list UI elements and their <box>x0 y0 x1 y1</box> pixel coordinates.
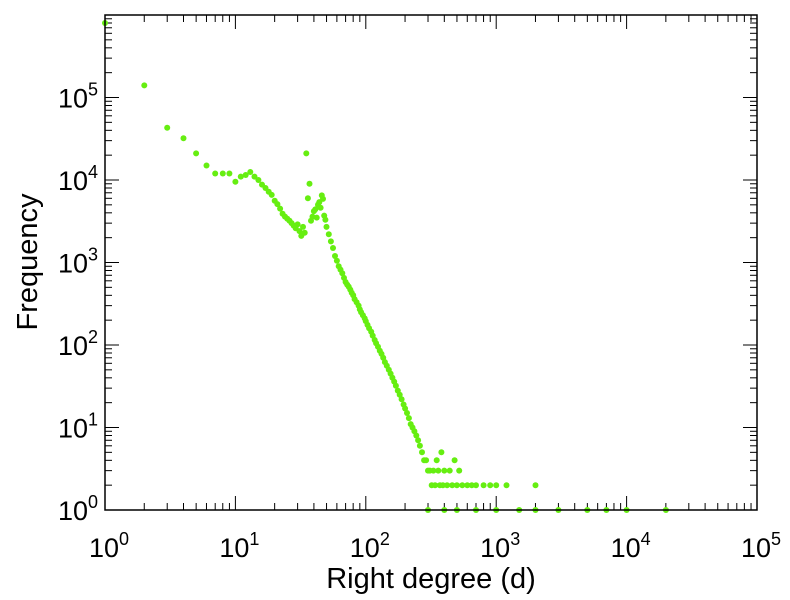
x-tick-labels: 100 101 102 103 104 105 <box>89 529 781 563</box>
scatter-point <box>468 482 475 489</box>
scatter-point <box>294 221 301 228</box>
scatter-point <box>451 457 458 464</box>
scatter-point <box>415 437 422 444</box>
scatter-point <box>430 467 437 474</box>
scatter-point <box>237 173 244 180</box>
scatter-point <box>306 180 313 187</box>
scatter-point <box>532 482 539 489</box>
scatter-point <box>242 172 249 178</box>
scatter-point <box>473 482 479 489</box>
scatter-point <box>313 214 320 221</box>
scatter-point <box>416 442 423 449</box>
scatter-point <box>164 124 171 131</box>
scatter-point <box>438 449 445 456</box>
plot-frame <box>104 14 758 511</box>
scatter-point <box>219 170 226 177</box>
scatter-point <box>327 238 334 245</box>
scatter-point <box>444 482 451 489</box>
scatter-point <box>396 391 403 398</box>
scatter-point <box>247 169 254 175</box>
scatter-point <box>339 270 346 277</box>
scatter-point <box>322 216 329 223</box>
x-axis-label: Right degree (d) <box>326 563 536 595</box>
scatter-point <box>232 178 239 185</box>
scatter-point <box>392 382 399 389</box>
scatter-point <box>274 201 281 208</box>
scatter-point <box>439 482 446 489</box>
y-tick-label: 104 <box>58 162 98 196</box>
axis-ticks <box>104 15 757 511</box>
scatter-point <box>487 482 494 489</box>
scatter-point <box>330 245 336 251</box>
scatter-point <box>300 223 306 230</box>
scatter-point <box>419 449 425 456</box>
scatter-point <box>456 467 463 474</box>
scatter-point <box>268 191 275 198</box>
y-tick-label: 103 <box>58 245 98 279</box>
scatter-point <box>493 482 500 489</box>
scatter-point <box>398 396 405 403</box>
scatter-point <box>464 482 471 489</box>
scatter-point <box>320 195 326 202</box>
scatter-point <box>203 162 210 169</box>
y-tick-label: 100 <box>58 492 98 526</box>
y-tick-label: 102 <box>58 327 98 361</box>
scatter-point <box>255 177 262 183</box>
scatter-point <box>317 204 324 211</box>
scatter-point <box>301 229 308 236</box>
scatter-point <box>441 467 448 474</box>
scatter-point <box>405 415 412 422</box>
scatter-point <box>423 457 430 464</box>
scatter-point <box>325 231 332 238</box>
scatter-point <box>433 457 440 464</box>
scatter-point <box>296 228 303 235</box>
scatter-point <box>193 150 200 157</box>
x-tick-label: 100 <box>89 529 129 563</box>
x-tick-label: 104 <box>611 529 651 563</box>
scatter-point <box>413 432 420 439</box>
x-tick-label: 102 <box>350 529 390 563</box>
data-points <box>102 20 669 513</box>
scatter-point <box>449 482 456 489</box>
scatter-point <box>312 206 319 213</box>
scatter-point <box>503 482 510 489</box>
scatter-point <box>459 482 466 489</box>
scatter-point <box>333 257 340 264</box>
scatter-point <box>435 467 442 474</box>
x-tick-label: 103 <box>480 529 520 563</box>
y-tick-labels: 100 101 102 103 104 105 <box>58 80 98 527</box>
scatter-point <box>251 173 258 180</box>
scatter-point <box>446 467 453 474</box>
scatter-point <box>480 482 487 489</box>
scatter-point <box>226 170 233 177</box>
scatter-point <box>404 410 410 416</box>
scatter-point <box>180 135 187 142</box>
y-tick-label: 105 <box>58 80 98 114</box>
scatter-point <box>277 205 284 212</box>
y-tick-label: 101 <box>58 410 98 444</box>
x-tick-label: 105 <box>741 529 781 563</box>
scatter-point <box>432 482 439 489</box>
scatter-point <box>323 223 330 230</box>
scatter-point <box>303 150 310 157</box>
scatter-point <box>141 82 148 89</box>
scatter-point <box>304 195 311 202</box>
x-tick-label: 101 <box>219 529 259 563</box>
scatter-point <box>402 405 409 412</box>
y-axis-label: Frequency <box>12 193 44 331</box>
scatter-point <box>332 253 338 259</box>
scatter-point <box>453 482 460 489</box>
scatter-point <box>212 170 219 177</box>
